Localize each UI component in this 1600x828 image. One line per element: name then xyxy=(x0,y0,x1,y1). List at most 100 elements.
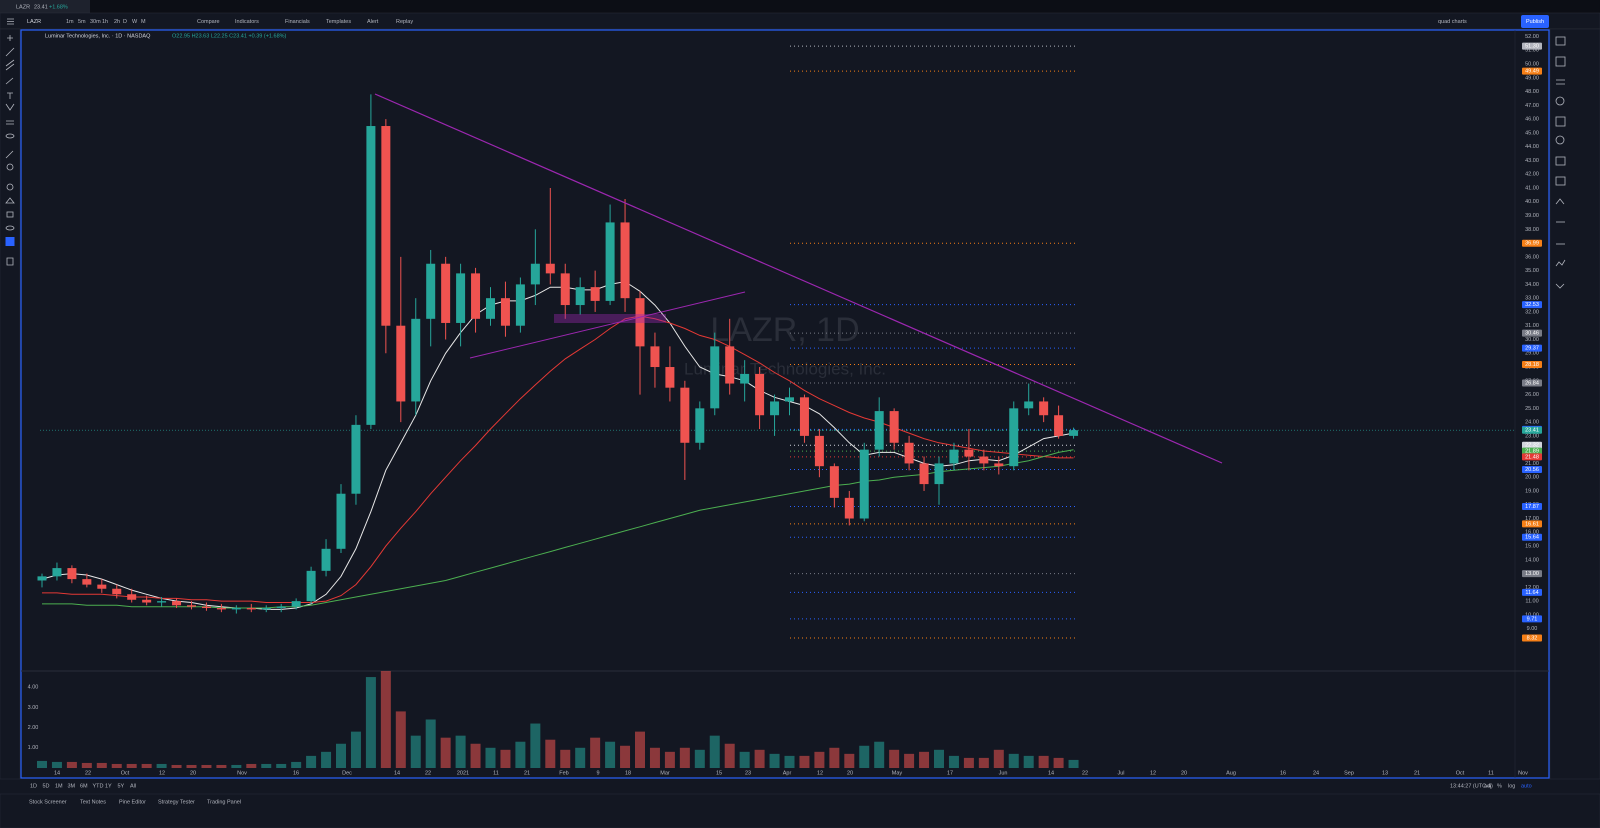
range-button[interactable]: 1M xyxy=(55,783,63,789)
price-label: 13.00 xyxy=(1525,571,1539,577)
time-tick-label: Sep xyxy=(1344,770,1354,776)
publish-label[interactable]: Publish xyxy=(1526,19,1544,25)
candle-body xyxy=(605,222,615,301)
candle-body xyxy=(157,601,167,603)
volume-bar xyxy=(186,764,197,768)
toolbar-button[interactable]: Compare xyxy=(197,19,220,25)
volume-bar xyxy=(1068,759,1079,768)
tab-change: +1.68% xyxy=(49,4,68,10)
price-label: 21.89 xyxy=(1525,449,1539,455)
candle-body xyxy=(187,605,196,607)
candle-body xyxy=(112,588,122,595)
toolbar-button[interactable]: Templates xyxy=(326,19,351,25)
price-label: 8.32 xyxy=(1527,636,1538,642)
panel-tab[interactable]: Pine Editor xyxy=(119,799,146,805)
price-tick-label: 24.00 xyxy=(1525,420,1539,426)
ohlc-legend: O22.95 H23.63 L22.25 C23.41 +0.39 (+1.68… xyxy=(172,33,287,39)
toolbar-button[interactable]: Financials xyxy=(285,19,310,25)
price-tick-label: 49.00 xyxy=(1525,75,1539,81)
publish-button[interactable] xyxy=(1521,15,1549,28)
left-toolbar xyxy=(0,28,21,780)
time-tick-label: Dec xyxy=(342,770,352,776)
range-button[interactable]: 5Y xyxy=(118,783,125,789)
scale-option[interactable]: adj xyxy=(1484,783,1491,789)
toolbar-symbol[interactable]: LAZR xyxy=(27,19,41,25)
trend-line[interactable] xyxy=(469,291,746,359)
candle-body xyxy=(665,367,675,388)
scale-option[interactable]: % xyxy=(1497,783,1502,789)
toolbar-button[interactable]: Alert xyxy=(367,19,379,25)
scale-option[interactable]: log xyxy=(1508,783,1515,789)
volume-bar xyxy=(1053,757,1064,768)
rectangle-drawing[interactable] xyxy=(554,314,666,323)
volume-bar xyxy=(978,757,989,768)
panel-tab[interactable]: Trading Panel xyxy=(207,799,241,805)
layout-name[interactable]: quad charts xyxy=(1438,19,1467,25)
candle-body xyxy=(276,606,286,609)
range-button[interactable]: 5D xyxy=(43,783,50,789)
volume-bar xyxy=(500,749,511,768)
tab[interactable] xyxy=(0,0,90,13)
drawing-tools[interactable] xyxy=(5,35,15,266)
panel-tab[interactable]: Strategy Tester xyxy=(158,799,195,805)
scale-option[interactable]: auto xyxy=(1521,783,1532,789)
interval[interactable]: 1h xyxy=(102,19,108,25)
trend-line[interactable] xyxy=(374,93,1223,464)
price-label-box xyxy=(1522,453,1542,461)
volume-bar xyxy=(321,751,332,768)
range-button[interactable]: 1Y xyxy=(105,783,112,789)
time-tick-label: 11 xyxy=(493,770,499,776)
moving-average xyxy=(41,281,1074,610)
volume-bar xyxy=(844,753,855,768)
interval[interactable]: 5m xyxy=(78,19,86,25)
widget-icons[interactable] xyxy=(1555,36,1566,289)
interval[interactable]: M xyxy=(141,19,146,25)
price-label-box xyxy=(1522,588,1542,596)
price-tick-label: 26.00 xyxy=(1525,392,1539,398)
range-button[interactable]: 1D xyxy=(30,783,37,789)
interval[interactable]: D xyxy=(123,19,127,25)
tab-symbol[interactable]: LAZR xyxy=(16,4,30,10)
candle-body xyxy=(52,568,62,577)
price-label: 23.41 xyxy=(1525,428,1539,434)
time-tick-label: Apr xyxy=(783,770,792,776)
volume-bar xyxy=(216,764,227,768)
price-tick-label: 33.00 xyxy=(1525,296,1539,302)
time-tick-label: 2021 xyxy=(457,770,469,776)
candle-body xyxy=(37,576,47,581)
price-label: 36.99 xyxy=(1525,241,1539,247)
range-button[interactable]: YTD xyxy=(93,783,104,789)
volume-bar xyxy=(171,764,182,768)
interval[interactable]: 2h xyxy=(114,19,120,25)
panel-tab[interactable]: Stock Screener xyxy=(29,799,67,805)
toolbar-button[interactable]: Replay xyxy=(396,19,413,25)
volume-bar xyxy=(874,741,885,768)
price-tick-label: 21.00 xyxy=(1525,461,1539,467)
candle-body xyxy=(1069,430,1079,436)
price-tick-label: 52.00 xyxy=(1525,34,1539,40)
watermark: LAZR, 1D xyxy=(710,311,859,349)
tab-bar xyxy=(0,0,1600,13)
right-toolbar xyxy=(1549,28,1600,780)
panel-tab[interactable]: Text Notes xyxy=(80,799,106,805)
time-tick-label: 12 xyxy=(1150,770,1156,776)
time-tick-label: 24 xyxy=(1313,770,1319,776)
volume-bar xyxy=(51,761,62,768)
time-tick-label: Feb xyxy=(559,770,568,776)
interval[interactable]: 30m xyxy=(90,19,101,25)
range-button[interactable]: All xyxy=(130,783,136,789)
range-button[interactable]: 3M xyxy=(68,783,76,789)
candle-body xyxy=(844,497,854,519)
plot-area: 52.00 51.00 50.00 49.00 48.00 47.00 46.00 45.00… xyxy=(28,34,1542,776)
price-label: 9.71 xyxy=(1527,616,1538,622)
range-button[interactable]: 6M xyxy=(80,783,88,789)
candle-body xyxy=(396,325,406,402)
price-tick-label: 9.00 xyxy=(1527,626,1538,632)
toolbar-button[interactable]: Indicators xyxy=(235,19,259,25)
price-tick-label: 29.00 xyxy=(1525,351,1539,357)
interval[interactable]: W xyxy=(132,19,138,25)
candle-body xyxy=(590,287,600,301)
interval[interactable]: 1m xyxy=(66,19,74,25)
time-tick-label: 14 xyxy=(1048,770,1054,776)
candle-body xyxy=(366,126,376,425)
